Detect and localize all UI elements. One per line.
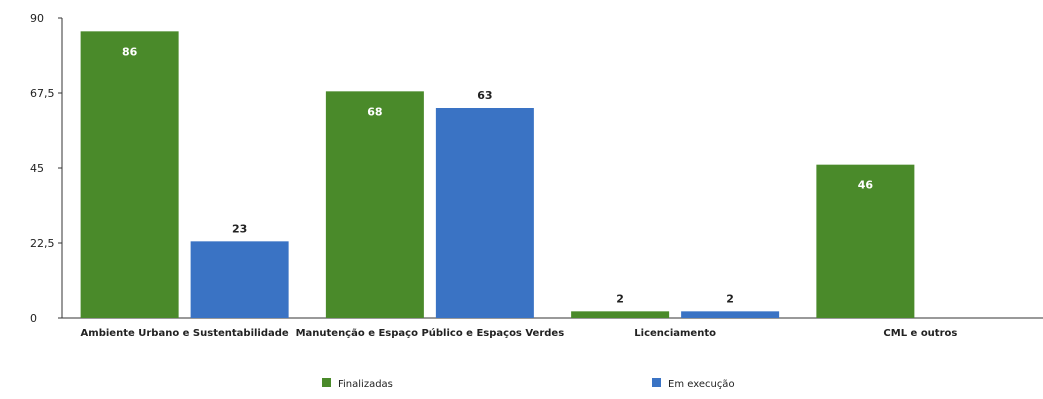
- bar: [816, 164, 915, 318]
- bar: [681, 311, 780, 318]
- data-label: 46: [858, 179, 874, 192]
- y-tick-label: 22,5: [30, 237, 55, 250]
- data-label: 86: [122, 45, 138, 58]
- legend-swatch: [322, 378, 331, 387]
- bar: [80, 31, 179, 318]
- y-tick-label: 67,5: [30, 87, 55, 100]
- y-tick-label: 45: [30, 162, 44, 175]
- x-tick-label: CML e outros: [883, 328, 957, 339]
- bar: [190, 241, 289, 318]
- data-label: 23: [232, 222, 247, 235]
- y-tick-label: 90: [30, 12, 44, 25]
- data-label: 2: [726, 292, 734, 305]
- data-label: 2: [616, 292, 624, 305]
- legend-swatch: [652, 378, 661, 387]
- x-tick-label: Manutenção e Espaço Público e Espaços Ve…: [296, 327, 565, 339]
- data-label: 63: [477, 89, 492, 102]
- y-tick-label: 0: [30, 312, 37, 325]
- data-label: 68: [367, 105, 382, 118]
- x-tick-label: Licenciamento: [634, 328, 716, 339]
- bar: [435, 108, 534, 318]
- bar: [571, 311, 670, 318]
- legend-label: Finalizadas: [338, 379, 393, 390]
- x-tick-label: Ambiente Urbano e Sustentabilidade: [81, 328, 289, 339]
- legend-label: Em execução: [668, 379, 735, 390]
- bar: [325, 91, 424, 318]
